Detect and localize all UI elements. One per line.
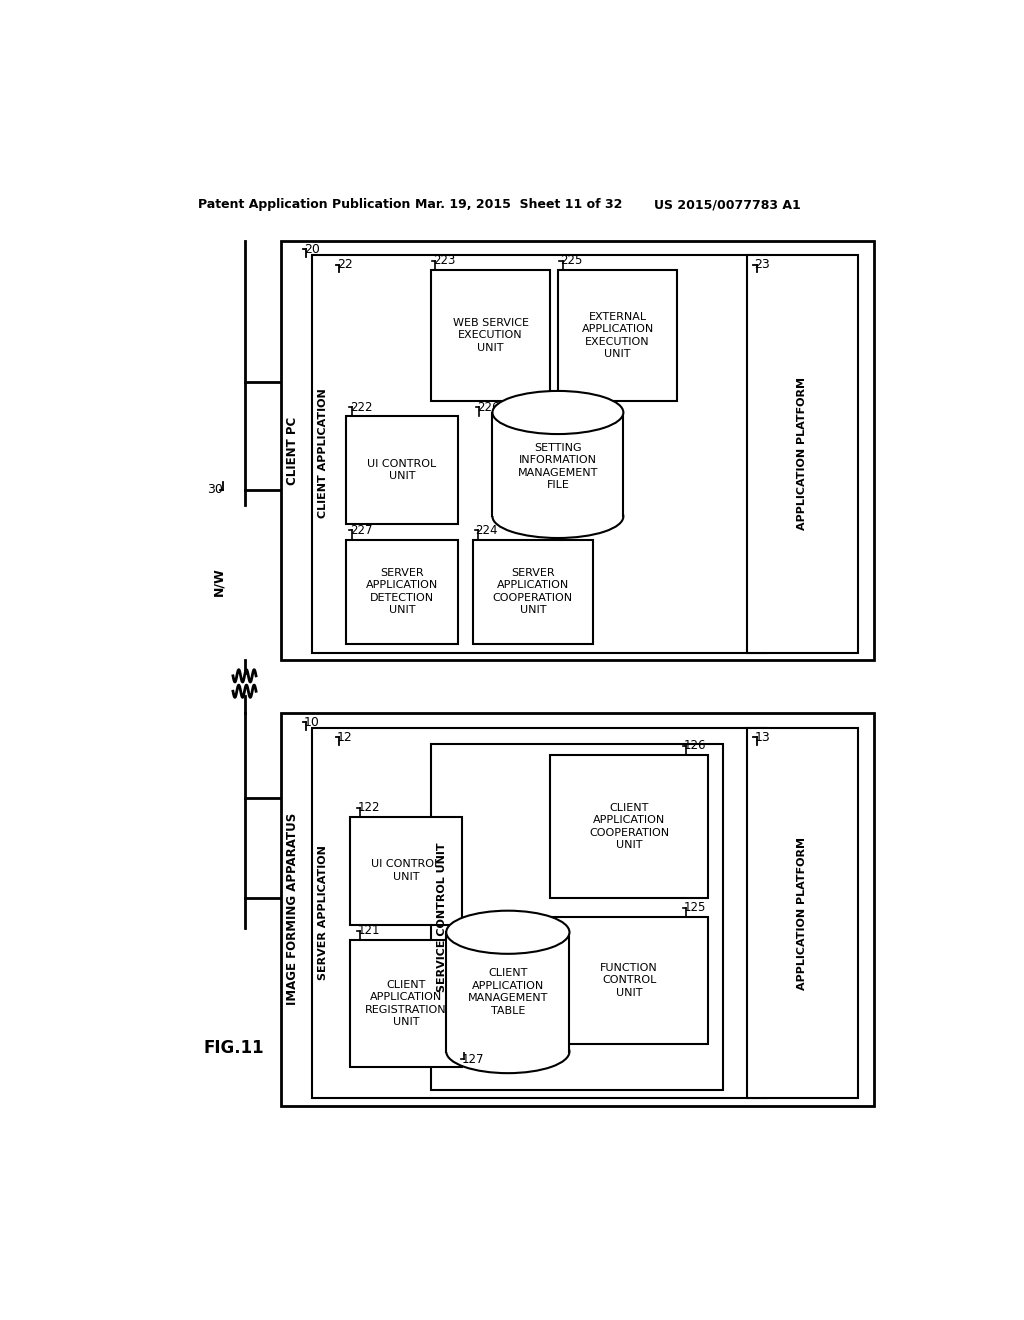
Bar — [346, 540, 458, 644]
Bar — [311, 729, 766, 1098]
Bar — [281, 240, 873, 660]
Bar — [446, 932, 569, 1052]
Bar — [558, 271, 677, 401]
Bar — [350, 940, 462, 1067]
Text: SERVER
APPLICATION
COOPERATION
UNIT: SERVER APPLICATION COOPERATION UNIT — [493, 568, 573, 615]
Ellipse shape — [446, 1030, 569, 1073]
Bar — [431, 271, 550, 401]
Text: UI CONTROL
UNIT: UI CONTROL UNIT — [368, 459, 436, 482]
Text: 127: 127 — [462, 1053, 484, 1065]
Bar — [473, 540, 593, 644]
Text: IMAGE FORMING APPARATUS: IMAGE FORMING APPARATUS — [286, 813, 299, 1006]
Text: SETTING
INFORMATION
MANAGEMENT
FILE: SETTING INFORMATION MANAGEMENT FILE — [518, 442, 598, 490]
Bar — [281, 713, 873, 1106]
Text: N/W: N/W — [213, 568, 225, 597]
Text: 12: 12 — [337, 731, 352, 744]
Text: 126: 126 — [683, 739, 706, 752]
Text: SERVER APPLICATION: SERVER APPLICATION — [318, 846, 328, 981]
Bar — [346, 416, 458, 524]
Text: 227: 227 — [350, 524, 373, 537]
Text: WEB SERVICE
EXECUTION
UNIT: WEB SERVICE EXECUTION UNIT — [453, 318, 528, 352]
Text: 22: 22 — [337, 259, 352, 271]
Text: SERVER
APPLICATION
DETECTION
UNIT: SERVER APPLICATION DETECTION UNIT — [366, 568, 438, 615]
Bar — [550, 755, 708, 898]
Bar — [746, 255, 858, 653]
Bar — [493, 412, 624, 516]
Ellipse shape — [446, 911, 569, 954]
Bar — [550, 917, 708, 1044]
Text: CLIENT
APPLICATION
COOPERATION
UNIT: CLIENT APPLICATION COOPERATION UNIT — [589, 803, 670, 850]
Text: EXTERNAL
APPLICATION
EXECUTION
UNIT: EXTERNAL APPLICATION EXECUTION UNIT — [582, 312, 653, 359]
Text: APPLICATION PLATFORM: APPLICATION PLATFORM — [797, 837, 807, 990]
Ellipse shape — [493, 391, 624, 434]
Text: FUNCTION
CONTROL
UNIT: FUNCTION CONTROL UNIT — [600, 964, 658, 998]
Bar — [746, 729, 858, 1098]
Bar — [350, 817, 462, 924]
Text: 121: 121 — [357, 924, 380, 937]
Text: 226: 226 — [477, 400, 500, 413]
Text: SERVICE CONTROL UNIT: SERVICE CONTROL UNIT — [437, 842, 447, 991]
Text: 20: 20 — [304, 243, 319, 256]
Ellipse shape — [493, 495, 624, 539]
Text: UI CONTROL
UNIT: UI CONTROL UNIT — [372, 859, 440, 882]
Text: FIG.11: FIG.11 — [204, 1039, 264, 1057]
Bar — [311, 255, 766, 653]
Text: CLIENT
APPLICATION
MANAGEMENT
TABLE: CLIENT APPLICATION MANAGEMENT TABLE — [468, 969, 548, 1015]
Text: 223: 223 — [433, 255, 456, 268]
Text: CLIENT
APPLICATION
REGISTRATION
UNIT: CLIENT APPLICATION REGISTRATION UNIT — [365, 979, 446, 1027]
Text: APPLICATION PLATFORM: APPLICATION PLATFORM — [797, 376, 807, 529]
Text: 125: 125 — [683, 902, 706, 915]
Text: 10: 10 — [304, 715, 319, 729]
Bar — [431, 743, 724, 1090]
Text: 222: 222 — [350, 400, 373, 413]
Text: Mar. 19, 2015  Sheet 11 of 32: Mar. 19, 2015 Sheet 11 of 32 — [416, 198, 623, 211]
Text: 30: 30 — [208, 483, 223, 496]
Text: 122: 122 — [357, 801, 380, 814]
Text: Patent Application Publication: Patent Application Publication — [199, 198, 411, 211]
Text: CLIENT PC: CLIENT PC — [286, 417, 299, 486]
Text: US 2015/0077783 A1: US 2015/0077783 A1 — [654, 198, 801, 211]
Text: 124: 124 — [462, 916, 484, 929]
Text: CLIENT APPLICATION: CLIENT APPLICATION — [318, 388, 328, 519]
Text: 225: 225 — [560, 255, 583, 268]
Text: 23: 23 — [755, 259, 770, 271]
Text: 13: 13 — [755, 731, 770, 744]
Text: 224: 224 — [475, 524, 498, 537]
